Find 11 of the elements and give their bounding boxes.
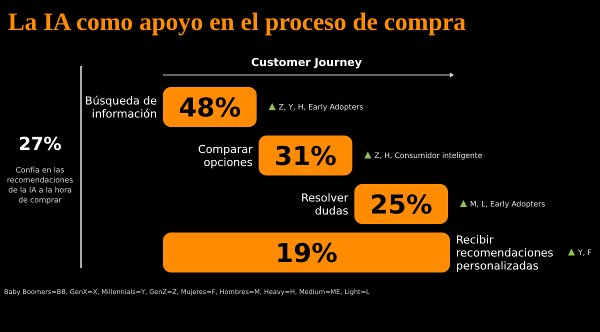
text: Customer Journey — [251, 56, 362, 69]
category-label: Resolver dudas — [301, 191, 349, 218]
category-label: Búsqueda de información — [85, 94, 158, 120]
data-label: 25% — [370, 190, 432, 220]
category-label: Recibir recomendaciones personalizadas — [456, 233, 554, 272]
data-label: 19% — [275, 238, 338, 269]
data-label: 31% — [274, 142, 337, 172]
text: 27% — [18, 134, 62, 155]
data-label: 48% — [178, 93, 241, 124]
text: La IA como apoyo en el proceso de compra — [8, 9, 466, 36]
category-label: Comparar opciones — [198, 142, 254, 169]
